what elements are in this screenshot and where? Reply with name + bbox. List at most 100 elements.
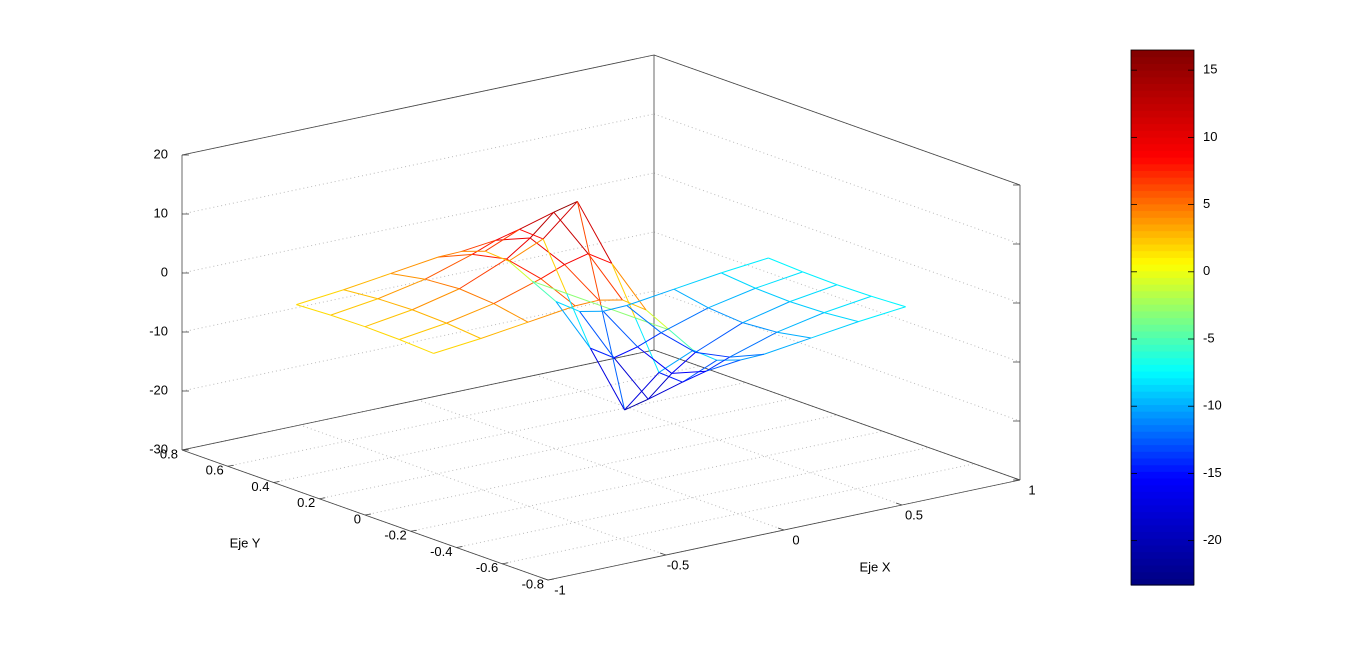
colorbar-swatch [1131, 210, 1194, 218]
x-axis-label: Eje X [859, 559, 890, 574]
mesh-line [484, 250, 509, 262]
mesh-line [377, 298, 413, 311]
colorbar-swatch [1131, 116, 1194, 125]
mesh-line [433, 338, 481, 354]
base-grid-line [417, 399, 785, 531]
wall-grid-line [181, 113, 655, 215]
mesh-line [637, 332, 662, 348]
colorbar-swatch [1131, 96, 1194, 105]
mesh-line [721, 257, 769, 274]
mesh-line [658, 349, 694, 373]
mesh-line [553, 200, 578, 213]
mesh-line [624, 398, 649, 411]
colorbar-swatch [1131, 504, 1194, 513]
colorbar-tick-label: -10 [1203, 398, 1222, 413]
y-tick-label: -0.4 [430, 544, 452, 559]
mesh-line [330, 298, 379, 316]
colorbar-swatch [1131, 357, 1194, 365]
mesh-line [424, 253, 473, 280]
colorbar-swatch [1131, 491, 1194, 499]
y-axis-label: Eje Y [230, 535, 261, 550]
mesh-line [540, 264, 565, 280]
mesh-line [555, 301, 580, 312]
mesh-line [695, 351, 730, 358]
mesh-line [330, 314, 366, 328]
mesh-line [566, 293, 591, 349]
mesh-line [399, 339, 434, 354]
mesh-line [296, 304, 331, 316]
mesh-line [576, 201, 613, 264]
mesh-line [647, 381, 683, 400]
colorbar-swatch [1131, 397, 1194, 406]
mesh-line [673, 288, 709, 309]
colorbar-swatch [1131, 237, 1194, 245]
colorbar-swatch [1131, 371, 1194, 379]
colorbar-swatch [1131, 270, 1194, 278]
y-tick [456, 546, 463, 548]
mesh-line [437, 250, 462, 258]
colorbar-swatch [1131, 384, 1194, 392]
mesh-line [673, 272, 722, 290]
mesh-line [729, 331, 778, 358]
mesh-line [613, 346, 638, 359]
colorbar-swatch [1131, 498, 1194, 506]
mesh-line [635, 317, 670, 331]
mesh-line [542, 201, 578, 240]
mesh-line [600, 305, 626, 411]
mesh-line [390, 256, 439, 274]
mesh-line [671, 370, 707, 374]
colorbar-swatch [1131, 290, 1194, 299]
mesh-line [600, 305, 636, 319]
mesh-line [529, 237, 565, 265]
x-tick [541, 577, 549, 581]
mesh-line [542, 238, 568, 294]
mesh-line [446, 303, 494, 324]
mesh-line [540, 278, 576, 307]
wall-grid-line [653, 290, 1021, 422]
colorbar-swatch [1131, 350, 1194, 359]
mesh-line [671, 351, 696, 374]
z-tick-label: -30 [149, 441, 168, 456]
colorbar-swatch [1131, 538, 1194, 546]
axis-line [181, 349, 655, 451]
mesh-line [708, 307, 743, 324]
mesh-line [529, 211, 555, 239]
mesh-line [579, 311, 615, 359]
mesh-line [742, 322, 778, 333]
mesh-line [564, 264, 600, 301]
mesh-line [740, 353, 765, 361]
mesh-line [811, 321, 859, 339]
x-tick-label: 0.5 [905, 507, 923, 522]
colorbar-swatch [1131, 70, 1194, 78]
wall-grid-line [181, 172, 655, 274]
base-grid-line [456, 447, 929, 548]
colorbar-swatch [1131, 63, 1194, 71]
plot-area: -1 -0.5 0 0.5 1 -0.8 -0.6 -0.4 -0.2 0 0.2 0.4 0.6 0.8… [149, 49, 1222, 597]
colorbar-swatch [1131, 56, 1194, 64]
colorbar-swatch [1131, 404, 1194, 412]
mesh-line [660, 307, 709, 334]
colorbar-swatch [1131, 564, 1194, 573]
mesh-line [564, 253, 589, 266]
mesh-line [480, 321, 529, 339]
wall-grid-line [653, 172, 1021, 304]
mesh-line [587, 253, 612, 264]
mesh-line [626, 305, 662, 334]
base-grid-line [273, 382, 746, 483]
base-grid-line [502, 463, 975, 565]
colorbar-swatch [1131, 304, 1194, 312]
colorbar-swatch [1131, 177, 1194, 185]
y-tick-label: 0.6 [206, 463, 224, 478]
mesh-line [626, 288, 675, 306]
mesh-line [705, 359, 741, 372]
mesh-line [519, 211, 555, 230]
axis-line [653, 349, 1021, 481]
mesh-line [645, 309, 670, 331]
mesh-line [729, 353, 765, 358]
mesh-line [495, 237, 531, 241]
colorbar-swatch [1131, 297, 1194, 305]
colorbar-swatch [1131, 484, 1194, 492]
y-tick [364, 513, 372, 516]
mesh-line [755, 287, 790, 303]
mesh-line [587, 253, 623, 301]
